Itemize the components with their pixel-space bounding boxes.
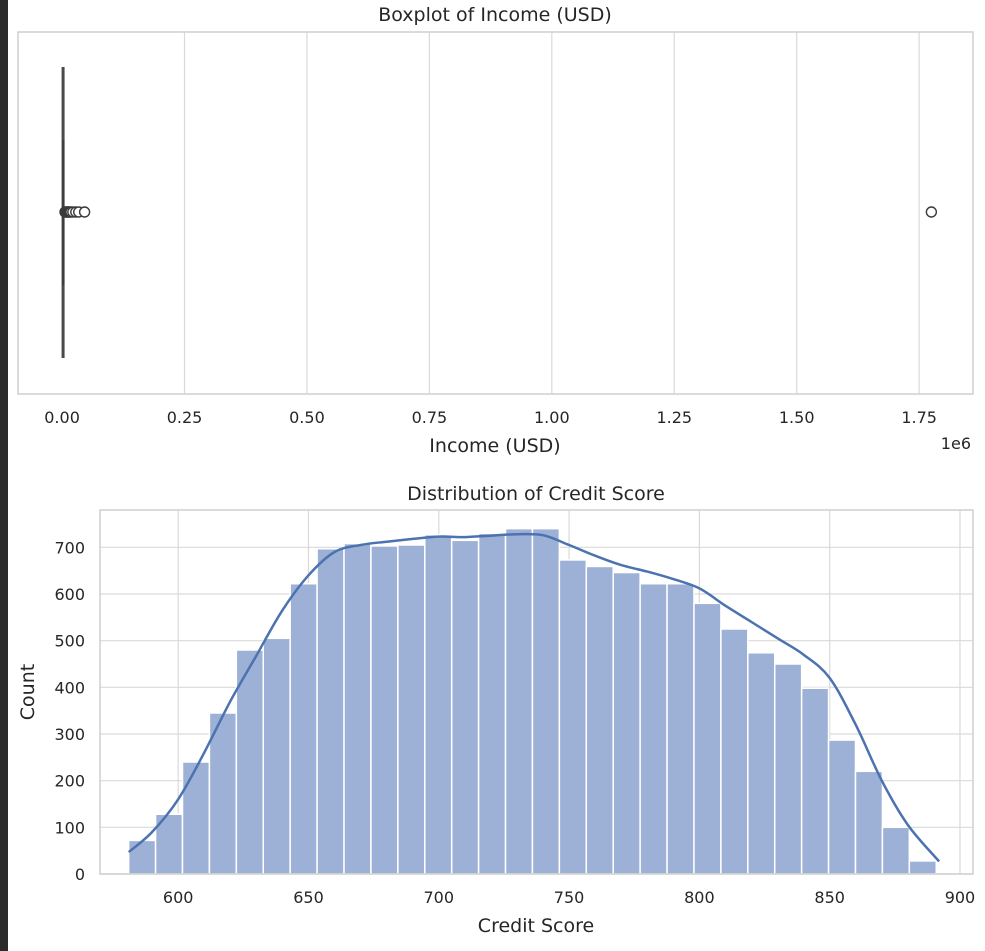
boxplot-outlier	[925, 206, 938, 218]
histogram-bar	[181, 761, 211, 875]
histogram-bar	[424, 533, 453, 875]
boxplot-title: Boxplot of Income (USD)	[378, 4, 612, 26]
histogram-y-tick-label: 600	[54, 585, 85, 604]
histogram-bar	[289, 582, 318, 875]
boxplot-gridlines	[183, 32, 920, 394]
histogram-bar	[370, 545, 399, 875]
boxplot-x-tick-label: 1.00	[534, 408, 570, 427]
histogram-bars	[127, 527, 938, 875]
boxplot-frame	[17, 31, 974, 395]
histogram-bar	[881, 826, 911, 875]
histogram-y-axis-label: Count	[17, 664, 39, 720]
left-edge-strip	[0, 0, 8, 951]
histogram-bar	[397, 544, 426, 875]
histogram-x-tick-label: 900	[945, 888, 976, 907]
kde-curve	[127, 532, 941, 863]
histogram-bar	[316, 547, 345, 875]
histogram-bar	[612, 571, 641, 875]
histogram-x-ticks: 600 650 700 750 800 850 900	[163, 888, 975, 907]
histogram-y-tick-label: 200	[54, 772, 85, 791]
histogram-x-tick-label: 650	[293, 888, 324, 907]
histogram-x-tick-label: 600	[163, 888, 194, 907]
histogram-y-ticks: 0 100 200 300 400 500 600 700	[54, 538, 85, 884]
boxplot-x-tick-label: 1.50	[779, 408, 815, 427]
histogram-y-tick-label: 100	[54, 818, 85, 837]
histogram-bar	[666, 582, 695, 875]
histogram-bar	[558, 559, 588, 875]
boxplot-x-ticks: 0.00 0.25 0.50 0.75 1.00 1.25 1.50 1.75	[44, 408, 937, 427]
histogram-x-tick-label: 750	[554, 888, 585, 907]
boxplot-x-tick-label: 1.75	[901, 408, 937, 427]
histogram-x-tick-label: 850	[814, 888, 845, 907]
histogram-y-tick-label: 0	[75, 865, 85, 884]
histogram-x-tick-label: 700	[424, 888, 455, 907]
histogram-x-tick-label: 800	[684, 888, 715, 907]
histogram-x-axis-label: Credit Score	[478, 915, 594, 937]
histogram-bar	[343, 542, 372, 875]
histogram-y-tick-label: 700	[54, 538, 85, 557]
histogram-bar	[531, 527, 561, 875]
histogram-bar	[504, 527, 534, 875]
histogram-bar	[827, 739, 857, 875]
histogram-bar	[262, 637, 291, 875]
boxplot-outlier	[78, 206, 91, 218]
histogram-bar	[639, 582, 668, 875]
histogram-y-tick-label: 500	[54, 632, 85, 651]
histogram-bar	[127, 839, 157, 875]
histogram-bar	[693, 602, 722, 875]
histogram-bar	[235, 649, 265, 875]
histogram-bar	[477, 532, 507, 875]
boxplot-x-axis-label: Income (USD)	[429, 435, 560, 457]
histogram-bar	[773, 663, 803, 875]
histogram-y-tick-label: 400	[54, 678, 85, 697]
boxplot-x-tick-label: 0.75	[412, 408, 448, 427]
histogram-title: Distribution of Credit Score	[407, 483, 665, 505]
boxplot-marks	[59, 67, 938, 358]
histogram-bar	[908, 860, 938, 875]
histogram-bar	[585, 565, 614, 875]
histogram-y-tick-label: 300	[54, 725, 85, 744]
boxplot-scale-label: 1e6	[941, 434, 971, 453]
histogram-bar	[450, 539, 480, 875]
histogram-bar	[720, 628, 749, 875]
histogram-bar	[854, 770, 884, 875]
histogram-frame	[99, 509, 974, 875]
boxplot-x-tick-label: 0.00	[44, 408, 80, 427]
boxplot-x-tick-label: 1.25	[656, 408, 692, 427]
boxplot-x-tick-label: 0.25	[167, 408, 203, 427]
boxplot-x-tick-label: 0.50	[289, 408, 325, 427]
histogram-bar	[800, 687, 830, 875]
histogram-bar	[747, 652, 776, 875]
